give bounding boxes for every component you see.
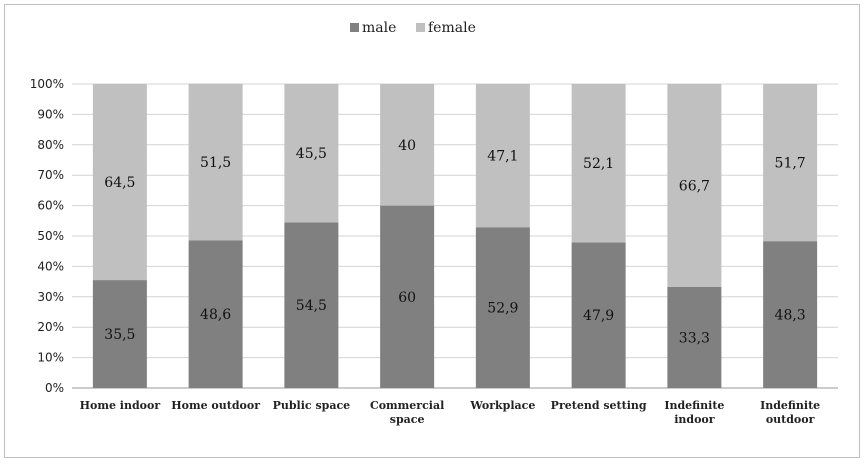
legend-swatch-male bbox=[350, 23, 359, 32]
y-tick-label: 30% bbox=[37, 290, 64, 304]
data-label-male: 54,5 bbox=[296, 298, 327, 314]
data-label-male: 33,3 bbox=[679, 330, 710, 346]
legend-label-male: male bbox=[362, 20, 396, 36]
bar-male bbox=[667, 286, 722, 388]
y-tick-label: 40% bbox=[37, 259, 64, 273]
y-tick-label: 20% bbox=[37, 320, 64, 334]
bar-female bbox=[380, 84, 435, 206]
bar-female bbox=[571, 84, 626, 243]
y-tick-label: 0% bbox=[45, 381, 64, 395]
y-tick-label: 90% bbox=[37, 107, 64, 121]
category-label: Home outdoor bbox=[171, 399, 260, 412]
data-label-female: 66,7 bbox=[679, 178, 710, 194]
legend-swatch-female bbox=[416, 23, 425, 32]
category-label: Home indoor bbox=[80, 399, 161, 412]
category-label: space bbox=[390, 413, 425, 426]
bar-male bbox=[571, 242, 626, 388]
y-tick-label: 50% bbox=[37, 229, 64, 243]
data-label-male: 52,9 bbox=[487, 301, 518, 317]
data-label-female: 45,5 bbox=[296, 146, 327, 162]
category-label: outdoor bbox=[766, 413, 815, 426]
category-label: Commercial bbox=[370, 399, 444, 412]
legend-label-female: female bbox=[428, 20, 476, 36]
data-label-male: 35,5 bbox=[104, 327, 135, 343]
bar-male bbox=[188, 240, 243, 388]
category-label: Workplace bbox=[469, 399, 535, 412]
bar-female bbox=[667, 84, 722, 287]
data-label-male: 47,9 bbox=[583, 308, 614, 324]
bar-male bbox=[475, 227, 530, 388]
bar-female bbox=[284, 84, 339, 223]
data-label-male: 60 bbox=[398, 290, 416, 306]
bar-male bbox=[284, 222, 339, 388]
bar-male bbox=[763, 241, 818, 388]
bar-female bbox=[475, 84, 530, 228]
bar-female bbox=[92, 84, 147, 281]
y-tick-label: 80% bbox=[37, 138, 64, 152]
data-label-male: 48,6 bbox=[200, 307, 231, 323]
data-label-female: 40 bbox=[398, 138, 416, 154]
bar-male bbox=[380, 205, 435, 388]
data-label-male: 48,3 bbox=[775, 308, 806, 324]
bar-female bbox=[763, 84, 818, 242]
data-label-female: 64,5 bbox=[104, 175, 135, 191]
data-label-female: 51,7 bbox=[775, 156, 806, 172]
data-label-female: 47,1 bbox=[487, 149, 518, 165]
data-label-female: 51,5 bbox=[200, 155, 231, 171]
category-label: Public space bbox=[273, 399, 351, 412]
category-label: indoor bbox=[674, 413, 715, 426]
category-label: Indefinite bbox=[664, 399, 724, 412]
category-label: Pretend setting bbox=[551, 399, 647, 412]
category-label: Indefinite bbox=[760, 399, 820, 412]
y-tick-label: 100% bbox=[30, 77, 64, 91]
y-tick-label: 70% bbox=[37, 168, 64, 182]
bar-female bbox=[188, 83, 243, 241]
y-tick-label: 10% bbox=[37, 351, 64, 365]
bar-male bbox=[92, 280, 147, 388]
data-label-female: 52,1 bbox=[583, 156, 614, 172]
y-tick-label: 60% bbox=[37, 199, 64, 213]
